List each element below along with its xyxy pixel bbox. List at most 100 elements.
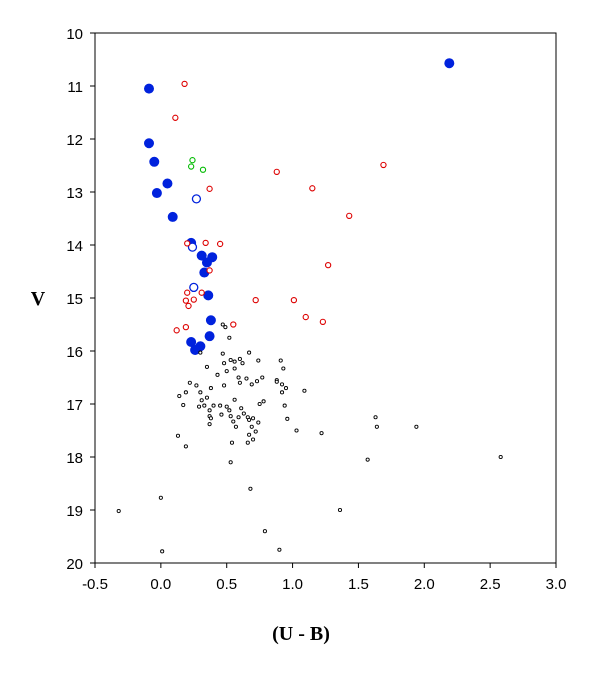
data-point [227,408,232,413]
data-point [498,454,503,460]
data-point [228,357,233,363]
data-point [219,412,224,417]
data-point [257,401,262,407]
data-point [223,325,228,330]
data-point [260,375,265,380]
data-point [248,486,253,491]
data-point [181,80,188,88]
y-tick-label: 11 [67,79,83,96]
data-point [182,297,190,304]
data-point [198,350,203,355]
data-point [187,380,192,385]
y-axis-title: V [31,288,46,310]
data-point [175,433,181,438]
data-point [319,431,324,436]
data-point [167,211,178,222]
y-tick-label: 15 [66,291,83,308]
data-point [202,239,209,247]
y-tick-label: 12 [66,132,83,149]
x-tick-label: 0.0 [150,576,171,593]
data-point [232,366,237,371]
data-point [216,240,224,248]
data-point [247,417,252,422]
data-point [256,420,261,425]
x-tick-label: 1.0 [282,576,303,593]
data-point [144,83,155,94]
data-point [237,356,242,362]
data-point [197,404,202,409]
data-point [254,379,260,384]
x-tick-label: -0.5 [82,576,108,593]
data-point [199,398,204,403]
data-point [224,404,229,409]
data-point [173,327,180,334]
data-point [324,261,332,269]
data-point [233,424,238,429]
data-point [319,318,327,325]
data-point [144,138,155,149]
data-point [365,457,370,462]
data-point [183,390,188,395]
data-point [261,399,266,404]
data-point [203,290,214,301]
data-point [206,185,213,192]
data-point [236,415,241,420]
data-point [309,185,316,192]
x-tick-label: 2.5 [480,576,501,593]
data-point [244,376,249,381]
data-point [277,547,282,552]
data-point [204,395,210,400]
data-point [149,156,160,167]
data-point [184,289,191,296]
data-point [285,416,290,421]
x-tick-labels: -0.5 0.0 0.5 1.0 1.5 2.0 2.5 3.0 [82,576,566,593]
data-point [158,495,163,500]
data-point [279,390,285,395]
data-point [278,358,283,363]
data-point [189,282,199,293]
data-point [196,250,207,261]
data-point [162,178,173,189]
data-point [222,361,227,366]
data-point [444,58,455,69]
data-point [191,194,202,204]
data-point [204,331,215,342]
data-point [202,403,207,408]
data-point [227,335,232,340]
y-tick-label: 20 [66,556,83,573]
data-point [204,364,210,369]
data-point [172,114,179,121]
data-point [160,549,165,554]
data-points [116,58,503,554]
data-point [247,350,252,355]
data-point [249,382,254,387]
data-point [380,161,387,169]
data-point [256,358,261,363]
data-point [346,212,353,219]
data-point [229,440,235,445]
y-tick-label: 16 [66,344,83,361]
data-point [198,289,205,296]
data-point [282,403,287,408]
data-point [201,257,212,268]
y-tick-labels: 10 11 12 13 14 15 16 17 18 19 20 [66,26,83,573]
y-tick-label: 10 [66,26,83,43]
data-point [188,163,195,170]
data-point [232,359,237,364]
data-point [228,460,233,465]
data-point [290,296,298,304]
data-point [230,321,237,328]
plot-area [94,32,557,564]
data-point [187,242,198,252]
data-point [116,509,121,514]
data-point [185,302,192,310]
data-point [208,416,213,421]
data-point [183,444,188,449]
data-point [241,411,246,416]
data-point [199,166,207,173]
data-point [190,344,201,355]
data-point [206,267,213,274]
data-point [198,390,203,395]
data-point [240,361,245,366]
